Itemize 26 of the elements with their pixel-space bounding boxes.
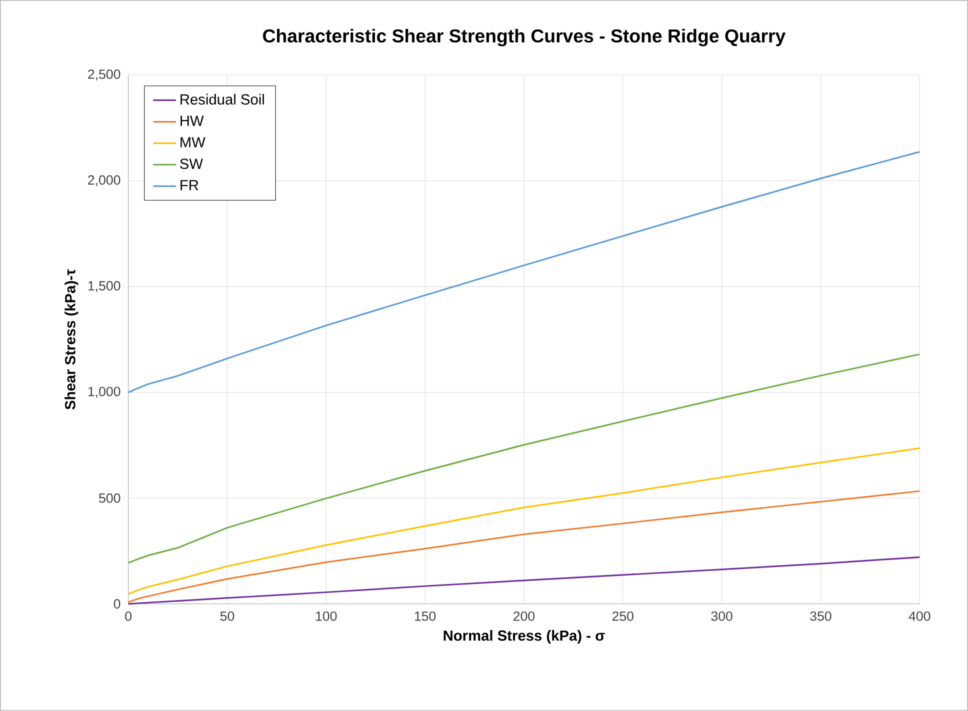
line-series	[127, 151, 920, 394]
legend-label: Residual Soil	[180, 94, 264, 105]
legend-label: SW	[180, 158, 203, 170]
x-axis-title: Normal Stress (kPa) - σ	[444, 630, 605, 644]
x-tick-label: 0	[125, 612, 132, 621]
legend-label: HW	[180, 116, 204, 126]
legend-label: FR	[180, 180, 198, 190]
y-tick-label: 1,000	[88, 386, 120, 398]
x-tick-label: 50	[220, 612, 234, 621]
legend-label: MW	[180, 137, 206, 148]
y-axis-title: Shear Stress (kPa)-τ	[64, 269, 78, 410]
y-tick-label: 1,500	[88, 281, 120, 292]
x-tick-label: 350	[810, 612, 832, 621]
y-tick-label: 2,500	[88, 70, 120, 81]
x-tick-label: 150	[414, 612, 436, 621]
x-tick-label: 100	[316, 612, 337, 621]
y-tick-label: 2,000	[88, 175, 120, 186]
y-tick-label: 0	[114, 599, 120, 609]
x-tick-label: 250	[612, 612, 634, 621]
chart-title: Characteristic Shear Strength Curves - Stone Ridge Quarry	[263, 28, 786, 46]
x-tick-label: 300	[711, 612, 732, 621]
y-tick-label: 500	[99, 493, 120, 503]
x-tick-label: 200	[514, 612, 535, 621]
x-tick-label: 400	[908, 612, 930, 621]
line-series	[127, 447, 920, 595]
line-series	[127, 354, 920, 564]
